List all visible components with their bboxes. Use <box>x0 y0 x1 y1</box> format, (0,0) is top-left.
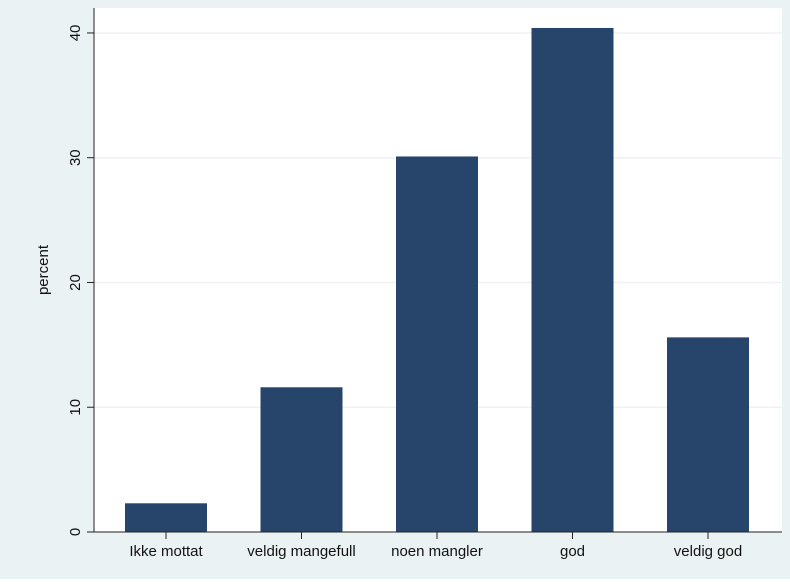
x-ticks: Ikke mottat veldig mangefull noen mangler g… <box>129 532 742 560</box>
bar-0 <box>125 503 207 532</box>
y-tick-label-0: 0 <box>67 528 84 536</box>
x-tick-label-3: god <box>560 543 585 560</box>
x-tick-label-1: veldig mangefull <box>247 543 355 560</box>
y-tick-label-2: 20 <box>67 274 84 291</box>
bar-2 <box>396 156 478 532</box>
x-tick-label-0: Ikke mottat <box>129 543 203 560</box>
bars <box>125 27 749 532</box>
y-tick-label-1: 10 <box>67 399 84 416</box>
y-tick-label-4: 40 <box>67 25 84 42</box>
y-axis-label: percent <box>35 244 52 295</box>
bar-1 <box>260 387 343 532</box>
y-ticks: 0 10 20 30 40 <box>67 25 94 536</box>
x-tick-label-4: veldig god <box>674 543 742 560</box>
x-tick-label-2: noen mangler <box>391 543 483 560</box>
y-tick-label-3: 30 <box>67 149 84 166</box>
bar-4 <box>667 337 749 532</box>
bar-3 <box>531 27 614 532</box>
